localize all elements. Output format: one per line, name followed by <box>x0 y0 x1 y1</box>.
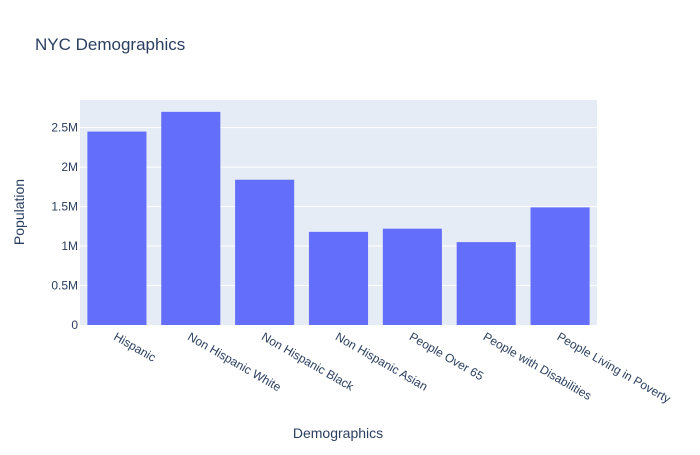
y-tick-label: 2M <box>61 160 78 174</box>
bar[interactable] <box>382 228 442 325</box>
chart-title: NYC Demographics <box>35 35 185 54</box>
y-axis-ticks: 0 0.5M 1M 1.5M 2M 2.5M <box>51 121 78 332</box>
y-axis-title: Population <box>11 179 27 245</box>
y-tick-label: 2.5M <box>51 121 78 135</box>
bar[interactable] <box>308 231 369 325</box>
y-tick-label: 0.5M <box>51 279 78 293</box>
bar[interactable] <box>161 111 221 325</box>
bar[interactable] <box>87 131 147 325</box>
x-axis-title: Demographics <box>293 425 383 441</box>
y-tick-label: 1.5M <box>51 200 78 214</box>
bar[interactable] <box>456 242 516 325</box>
y-tick-label: 1M <box>61 239 78 253</box>
x-tick-label: Hispanic <box>111 329 158 364</box>
bar[interactable] <box>530 207 590 325</box>
bars <box>87 111 590 325</box>
y-tick-label: 0 <box>71 318 78 332</box>
bar[interactable] <box>235 179 295 325</box>
